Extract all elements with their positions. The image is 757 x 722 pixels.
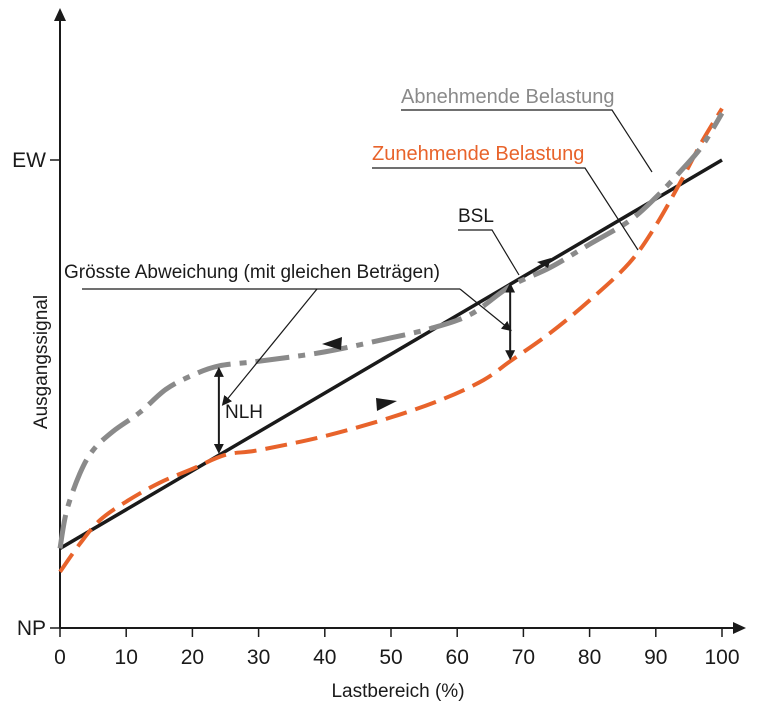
leader-zunehmende — [372, 167, 639, 251]
label-zunehmende-belastung: Zunehmende Belastung — [372, 143, 584, 165]
leader-bsl — [458, 229, 520, 276]
x-tick-label: 0 — [54, 646, 66, 669]
label-nlh: NLH — [225, 402, 263, 423]
y-ticks: NP EW — [12, 149, 60, 640]
x-tick-label: 10 — [115, 646, 138, 669]
label-abnehmende-belastung: Abnehmende Belastung — [401, 86, 615, 108]
leader-abnehmende — [401, 109, 653, 173]
x-ticks: 0 10 20 30 40 50 60 70 80 90 100 — [54, 628, 740, 669]
x-tick-label: 20 — [181, 646, 204, 669]
decreasing-direction-arrow-upper — [537, 258, 551, 268]
x-tick-label: 100 — [704, 646, 739, 669]
x-axis-arrow — [733, 622, 746, 634]
x-tick-label: 40 — [313, 646, 336, 669]
leader-abweichung-right — [459, 288, 512, 332]
series-layer — [57, 107, 725, 573]
x-tick-label: 60 — [446, 646, 469, 669]
y-axis-title: Ausgangssignal — [31, 295, 52, 429]
series-line-abnehmende-belastung — [57, 111, 725, 549]
y-axis-arrow — [54, 8, 66, 21]
label-bsl: BSL — [458, 206, 494, 227]
y-tick-label-ew: EW — [12, 149, 46, 172]
x-tick-label: 90 — [644, 646, 667, 669]
increasing-direction-arrow — [376, 398, 397, 411]
x-tick-label: 50 — [379, 646, 402, 669]
x-axis-title: Lastbereich (%) — [331, 681, 464, 702]
y-tick-label-np: NP — [17, 617, 46, 640]
x-tick-label: 80 — [578, 646, 601, 669]
x-tick-label: 70 — [512, 646, 535, 669]
label-groesste-abweichung: Grösste Abweichung (mit gleichen Beträge… — [64, 262, 440, 283]
series-line-zunehmende-belastung — [58, 107, 724, 573]
leader-abweichung-left — [221, 288, 318, 406]
decreasing-direction-arrow — [322, 337, 342, 350]
series-line-bsl — [59, 158, 723, 550]
x-tick-label: 30 — [247, 646, 270, 669]
